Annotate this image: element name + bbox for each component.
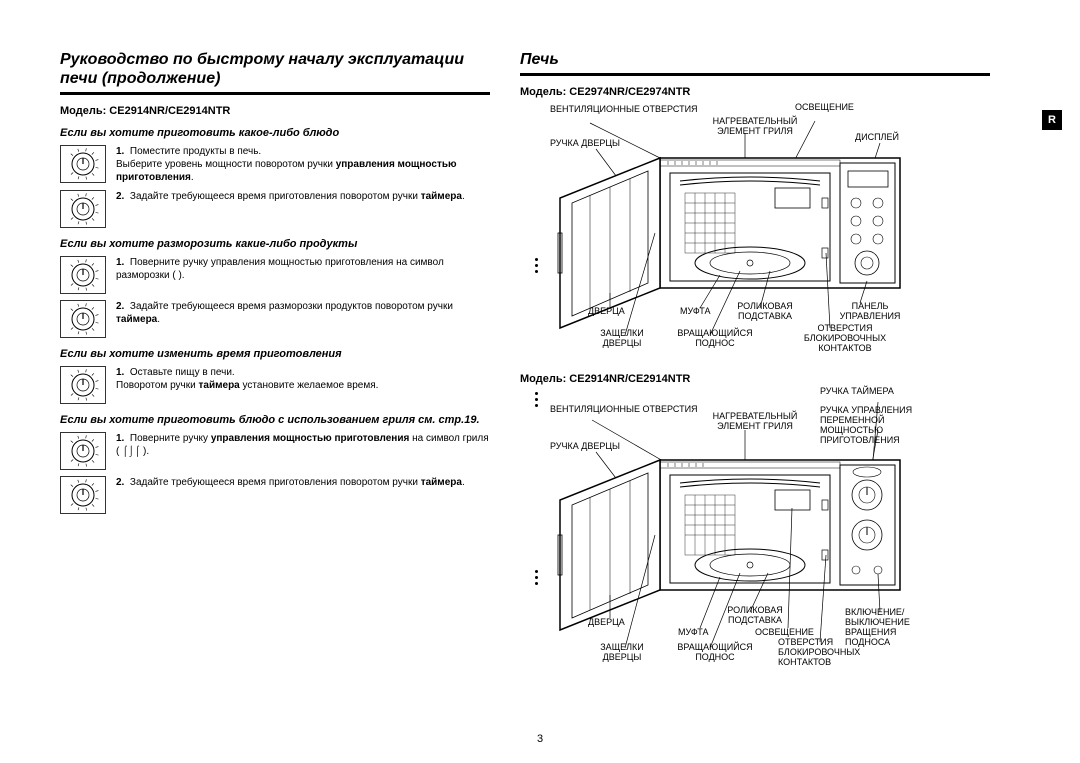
lbl-handle: РУЧКА ДВЕРЦЫ bbox=[550, 139, 620, 149]
step-text: 1. Поместите продукты в печь.Выберите ур… bbox=[116, 145, 490, 184]
step-text: 1. Оставьте пищу в печи.Поворотом ручки … bbox=[116, 366, 378, 392]
section-heading: Если вы хотите приготовить блюдо с испол… bbox=[60, 414, 490, 426]
lbl2-timer: РУЧКА ТАЙМЕРА bbox=[820, 387, 930, 397]
page-number: 3 bbox=[537, 733, 543, 745]
lbl-latches: ЗАЩЕЛКИ ДВЕРЦЫ bbox=[592, 329, 652, 349]
step-row: 1. Поместите продукты в печь.Выберите ур… bbox=[60, 145, 490, 184]
section-heading: Если вы хотите приготовить какое-либо бл… bbox=[60, 127, 490, 139]
lbl2-power: РУЧКА УПРАВЛЕНИЯ ПЕРЕМЕННОЙ МОЩНОСТЬЮ ПР… bbox=[820, 406, 950, 446]
lbl-door: ДВЕРЦА bbox=[588, 307, 625, 317]
step-row: 2. Задайте требующееся время разморозки … bbox=[60, 300, 490, 338]
right-column: Печь Модель: CE2974NR/CE2974NTR bbox=[520, 50, 990, 680]
step-text: 2. Задайте требующееся время приготовлен… bbox=[116, 190, 465, 203]
step-text: 1. Поверните ручку управления мощностью … bbox=[116, 432, 490, 458]
lbl-roller: РОЛИКОВАЯ ПОДСТАВКА bbox=[730, 302, 800, 322]
lbl2-turntable: ВРАЩАЮЩИЙСЯ ПОДНОС bbox=[670, 643, 760, 663]
lbl-interlock: ОТВЕРСТИЯ БЛОКИРОВОЧНЫХ КОНТАКТОВ bbox=[790, 324, 900, 354]
lbl-turntable: ВРАЩАЮЩИЙСЯ ПОДНОС bbox=[670, 329, 760, 349]
step-row: 1. Оставьте пищу в печи.Поворотом ручки … bbox=[60, 366, 490, 404]
lbl-panel: ПАНЕЛЬ УПРАВЛЕНИЯ bbox=[830, 302, 910, 322]
lbl2-interlock: ОТВЕРСТИЯ БЛОКИРОВОЧНЫХ КОНТАКТОВ bbox=[778, 638, 888, 668]
step-text: 2. Задайте требующееся время приготовлен… bbox=[116, 476, 465, 489]
lbl2-grill: НАГРЕВАТЕЛЬНЫЙ ЭЛЕМЕНТ ГРИЛЯ bbox=[700, 412, 810, 432]
model-label-r1: Модель: CE2974NR/CE2974NTR bbox=[520, 86, 990, 98]
lbl-vent: ВЕНТИЛЯЦИОННЫЕ ОТВЕРСТИЯ bbox=[550, 105, 698, 115]
left-heading: Руководство по быстрому началу эксплуата… bbox=[60, 50, 490, 95]
step-row: 1. Поверните ручку управления мощностью … bbox=[60, 256, 490, 294]
lbl-display: ДИСПЛЕЙ bbox=[855, 133, 899, 143]
lbl2-door: ДВЕРЦА bbox=[588, 618, 625, 628]
right-heading: Печь bbox=[520, 50, 990, 76]
lbl-light: ОСВЕЩЕНИЕ bbox=[795, 103, 854, 113]
step-row: 2. Задайте требующееся время приготовлен… bbox=[60, 476, 490, 514]
lbl-coupler: МУФТА bbox=[680, 307, 710, 317]
step-row: 2. Задайте требующееся время приготовлен… bbox=[60, 190, 490, 228]
step-row: 1. Поверните ручку управления мощностью … bbox=[60, 432, 490, 470]
lbl2-latches: ЗАЩЕЛКИ ДВЕРЦЫ bbox=[592, 643, 652, 663]
section-heading: Если вы хотите разморозить какие-либо пр… bbox=[60, 238, 490, 250]
lbl2-coupler: МУФТА bbox=[678, 628, 708, 638]
page-side-tab: R bbox=[1042, 110, 1062, 130]
model-label-r2: Модель: CE2914NR/CE2914NTR bbox=[520, 373, 990, 385]
section-heading: Если вы хотите изменить время приготовле… bbox=[60, 348, 490, 360]
left-column: Руководство по быстрому началу эксплуата… bbox=[60, 50, 490, 680]
lbl2-roller: РОЛИКОВАЯ ПОДСТАВКА bbox=[720, 606, 790, 626]
microwave-diagram-2: ВЕНТИЛЯЦИОННЫЕ ОТВЕРСТИЯ РУЧКА ДВЕРЦЫ НА… bbox=[520, 390, 940, 680]
lbl-grill: НАГРЕВАТЕЛЬНЫЙ ЭЛЕМЕНТ ГРИЛЯ bbox=[700, 117, 810, 137]
step-text: 2. Задайте требующееся время разморозки … bbox=[116, 300, 490, 326]
microwave-diagram-1: ВЕНТИЛЯЦИОННЫЕ ОТВЕРСТИЯ РУЧКА ДВЕРЦЫ ОС… bbox=[520, 103, 940, 363]
lbl2-handle: РУЧКА ДВЕРЦЫ bbox=[550, 442, 620, 452]
model-label-left: Модель: CE2914NR/CE2914NTR bbox=[60, 105, 490, 117]
step-text: 1. Поверните ручку управления мощностью … bbox=[116, 256, 490, 282]
lbl2-vent: ВЕНТИЛЯЦИОННЫЕ ОТВЕРСТИЯ bbox=[550, 405, 698, 415]
